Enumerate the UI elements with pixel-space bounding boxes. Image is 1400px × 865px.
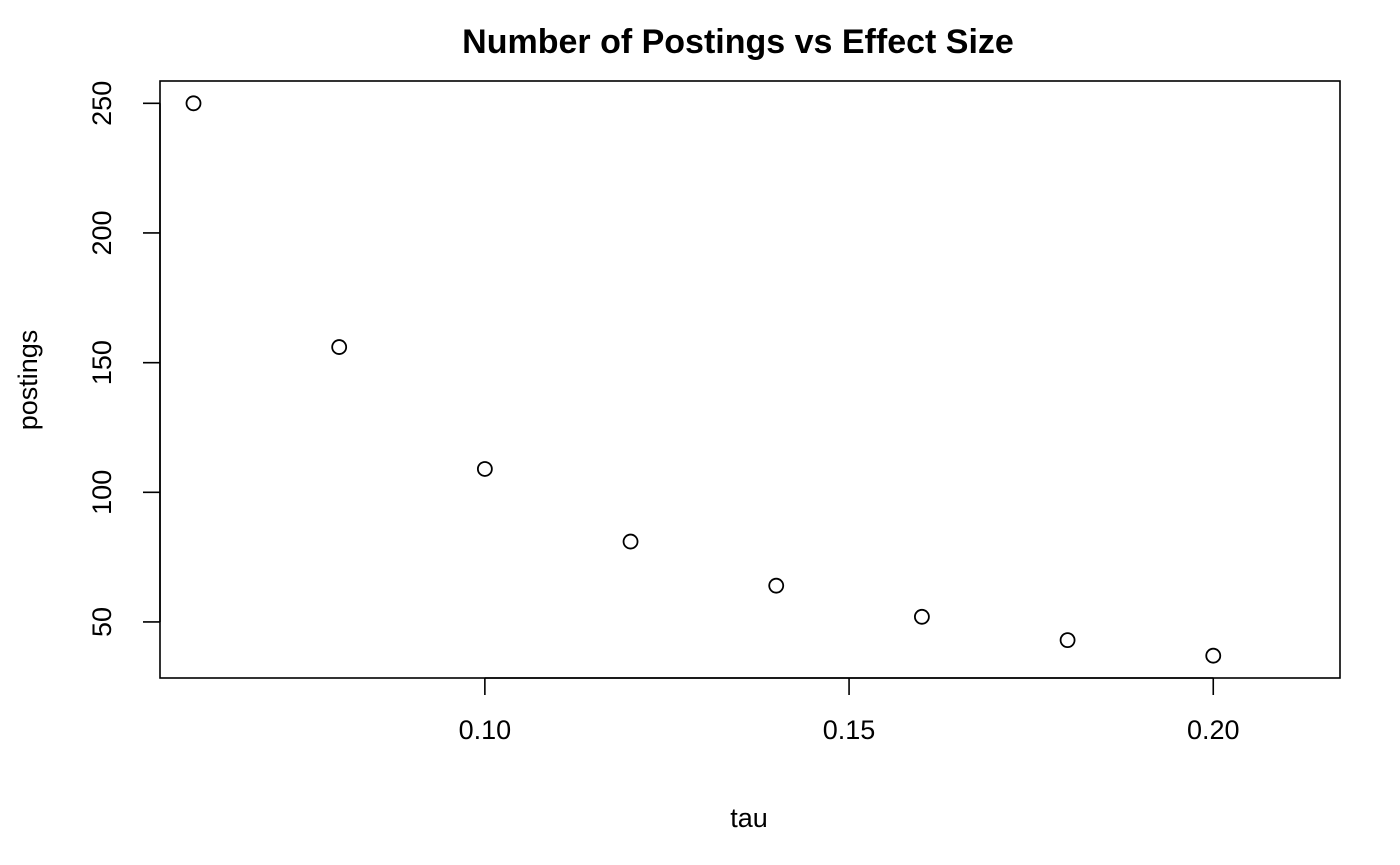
y-tick-label: 100 (87, 470, 117, 515)
x-axis-label: tau (730, 803, 768, 833)
y-axis: 50 100 150 200 250 (87, 81, 161, 637)
y-axis-label: postings (13, 330, 43, 431)
data-point (185, 95, 202, 112)
data-point (1059, 632, 1076, 649)
x-tick-label: 0.10 (459, 715, 512, 745)
data-point (622, 533, 639, 550)
data-point (914, 608, 930, 625)
data-point (768, 577, 785, 594)
y-tick-label: 200 (87, 210, 117, 255)
x-tick-label: 0.20 (1187, 715, 1240, 745)
data-point (331, 339, 348, 355)
data-point (1205, 647, 1222, 664)
data-point (476, 461, 493, 477)
y-tick-label: 150 (87, 340, 117, 385)
chart-title: Number of Postings vs Effect Size (462, 23, 1014, 61)
plot-frame (159, 80, 1341, 679)
y-tick-label: 50 (87, 607, 117, 637)
x-axis: 0.10 0.15 0.20 (459, 677, 1240, 745)
y-tick-label: 250 (87, 81, 117, 126)
data-points (185, 95, 1222, 664)
x-tick-label: 0.15 (823, 715, 876, 745)
